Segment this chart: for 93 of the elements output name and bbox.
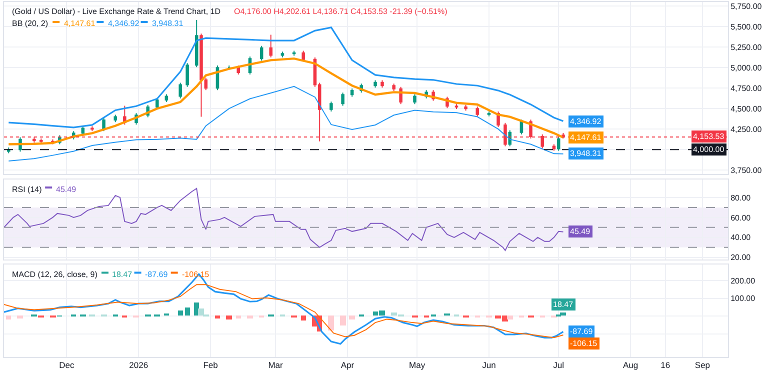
candlestick <box>194 20 198 68</box>
candlestick <box>227 65 231 70</box>
candlestick <box>200 33 203 118</box>
bar <box>178 310 183 316</box>
y-tick-label: 60.00 <box>730 213 752 222</box>
x-tick-label: Jun <box>482 360 496 370</box>
x-tick-label: Apr <box>340 360 354 370</box>
y-tick-label: 200.00 <box>730 276 756 286</box>
ref-line-label: 4,153.53 <box>693 132 725 141</box>
candlestick <box>178 82 182 99</box>
x-tick-label: Aug <box>622 360 638 370</box>
candlestick <box>556 136 560 152</box>
legend-label: 4,147.61 <box>64 19 96 28</box>
y-tick-label: 20.00 <box>730 253 752 262</box>
data-label: 4,147.61 <box>570 133 602 142</box>
candlestick <box>374 80 377 88</box>
legend-title: MACD (12, 26, close, 9) <box>12 270 98 279</box>
y-tick-label: 5,500.00 <box>730 22 762 32</box>
candlestick <box>280 51 284 58</box>
bar <box>328 316 334 331</box>
bar <box>185 308 190 316</box>
legend-title: BB (20, 2) <box>12 19 48 28</box>
y-tick-label: 5,750.00 <box>730 2 762 11</box>
legend-title: RSI (14) <box>12 185 42 194</box>
data-label: -106.15 <box>570 339 598 348</box>
candlestick <box>269 34 272 58</box>
y-tick-label: 40.00 <box>730 233 752 242</box>
x-tick-label: Mar <box>268 360 283 370</box>
data-label: -87.69 <box>570 327 594 336</box>
data-label: 45.49 <box>570 227 591 236</box>
candlestick <box>330 101 333 112</box>
y-tick-label: 5,000.00 <box>730 63 762 72</box>
legend-label: 18.47 <box>112 270 133 279</box>
candlestick <box>413 94 416 105</box>
candlestick <box>90 126 94 132</box>
candlestick <box>476 106 480 117</box>
candlestick <box>552 144 556 152</box>
candlestick <box>260 45 264 62</box>
candlestick <box>204 77 208 91</box>
line-series <box>8 57 564 146</box>
x-tick-label: Sep <box>694 360 710 370</box>
candlestick <box>114 114 118 123</box>
legend-label: 4,346.92 <box>108 19 140 28</box>
line-series <box>4 188 564 251</box>
bar <box>247 316 253 319</box>
bar <box>226 316 232 320</box>
candlestick <box>341 92 344 106</box>
candlestick <box>454 104 458 110</box>
bar <box>215 316 220 319</box>
bar <box>349 316 355 320</box>
candlestick <box>487 110 491 117</box>
data-label: 18.47 <box>553 300 574 309</box>
legend-label: 3,948.31 <box>152 19 184 28</box>
y-tick-label: 100.00 <box>730 294 756 304</box>
data-label: 3,948.31 <box>570 149 602 158</box>
bar <box>6 316 11 320</box>
line-series <box>8 86 564 162</box>
y-tick-label: 80.00 <box>730 193 752 202</box>
bar <box>340 316 346 326</box>
candlestick <box>236 65 240 76</box>
y-tick-label: 4,500.00 <box>730 104 762 114</box>
candlestick <box>156 97 159 110</box>
candlestick <box>350 88 354 98</box>
x-tick-label: May <box>409 360 426 370</box>
candlestick <box>380 80 384 88</box>
bar <box>507 316 513 320</box>
text: (Gold / US Dollar) - Live Exchange Rate & Trend Chart, 1D <box>12 7 221 16</box>
annotation: O4,176.00 H4,202.61 L4,136.71 C4,153.53 -21.39 (−0.51%) <box>234 7 448 16</box>
y-tick-label: 4,250.00 <box>730 124 762 134</box>
y-tick-label: 4,750.00 <box>730 84 762 93</box>
x-tick-label: Feb <box>203 360 218 370</box>
x-tick-label: Dec <box>59 360 75 370</box>
candlestick <box>186 62 189 88</box>
x-tick-label: Jul <box>553 360 564 370</box>
y-tick-label: 3,750.00 <box>730 166 762 175</box>
x-tick-label: 16 <box>660 360 670 370</box>
candlestick <box>292 50 296 56</box>
candlestick <box>464 104 468 112</box>
x-tick-label: 2026 <box>129 360 148 370</box>
y-tick-label: 5,250.00 <box>730 42 762 52</box>
legend-label: 45.49 <box>56 185 77 194</box>
legend-label: -87.69 <box>145 270 168 279</box>
data-label: 4,346.92 <box>570 117 602 126</box>
bar <box>236 316 241 319</box>
bar <box>301 316 306 321</box>
legend-label: -106.15 <box>182 270 210 279</box>
line-series <box>8 26 564 128</box>
candlestick <box>302 50 305 62</box>
ref-line-label: 4,000.00 <box>693 145 725 154</box>
candlestick <box>164 94 168 103</box>
candlestick <box>392 83 396 92</box>
bar <box>17 316 23 319</box>
bar <box>560 312 566 316</box>
